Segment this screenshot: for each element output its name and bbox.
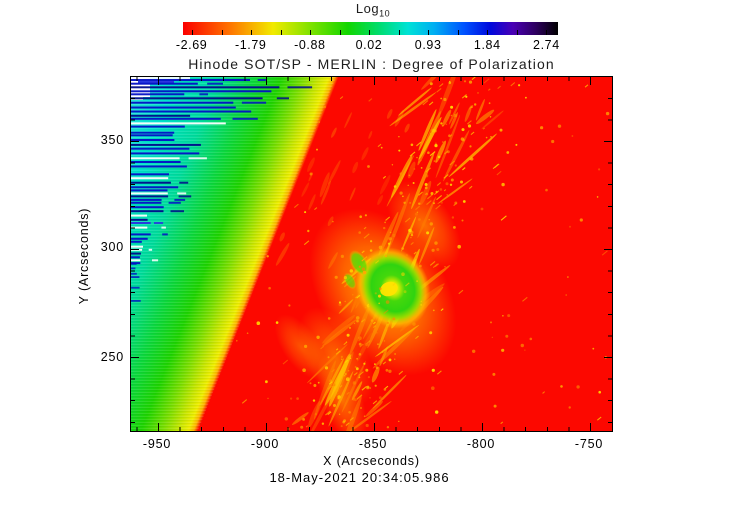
colorbar-tick-label: 0.02 <box>355 38 383 52</box>
colorbar-tick-label: -1.79 <box>234 38 267 52</box>
colorbar-tick <box>487 30 488 35</box>
colorbar-scale-subscript: 10 <box>379 8 391 19</box>
axis-ticks <box>131 77 612 431</box>
x-tick-label: -950 <box>142 437 172 451</box>
colorbar-tick-label: 1.84 <box>473 38 501 52</box>
colorbar-tick <box>251 30 252 35</box>
colorbar-tick <box>339 30 341 35</box>
x-axis-title: X (Arcseconds) <box>323 454 420 468</box>
colorbar-tick <box>516 30 518 35</box>
limb-edge-texture <box>275 108 410 269</box>
offlimb-noise-streaks <box>131 79 313 302</box>
colorbar-tick <box>310 30 311 35</box>
plot-title: Hinode SOT/SP - MERLIN : Degree of Polar… <box>188 56 555 72</box>
colorbar-tick <box>221 30 223 35</box>
x-tick-label: -800 <box>466 437 496 451</box>
disk-speckles <box>236 77 610 431</box>
y-tick-label: 350 <box>100 133 124 147</box>
colorbar-tick <box>369 30 370 35</box>
colorbar-tick-labels: -2.69 -1.79 -0.88 0.02 0.93 1.84 2.74 <box>162 38 576 53</box>
x-tick-label: -900 <box>250 437 280 451</box>
colorbar-tick <box>457 30 459 35</box>
y-axis-title: Y (Arcseconds) <box>77 207 91 305</box>
colorbar-tick-label: 2.74 <box>533 38 560 52</box>
colorbar-gradient <box>183 22 558 35</box>
colorbar-tick-label: -0.88 <box>294 38 326 52</box>
heatmap-artwork <box>131 77 610 431</box>
colorbar-tick-label: 0.93 <box>414 38 442 52</box>
active-region-ring <box>343 247 431 329</box>
heatmap-plot-area <box>130 76 613 432</box>
timestamp: 18-May-2021 20:34:05.986 <box>269 470 450 485</box>
colorbar-scale-label: Log10 <box>343 1 403 19</box>
colorbar-tick <box>398 30 400 35</box>
colorbar-tick <box>192 30 193 35</box>
y-tick-label: 300 <box>100 240 124 254</box>
colorbar-tick <box>280 30 282 35</box>
colorbar-tick <box>546 30 547 35</box>
y-tick-label: 250 <box>100 350 124 364</box>
x-tick-label: -750 <box>574 437 604 451</box>
colorbar-tick <box>428 30 429 35</box>
x-tick-label: -850 <box>358 437 388 451</box>
colorbar-scale-text: Log <box>355 1 380 16</box>
colorbar-tick-label: -2.69 <box>175 38 208 52</box>
